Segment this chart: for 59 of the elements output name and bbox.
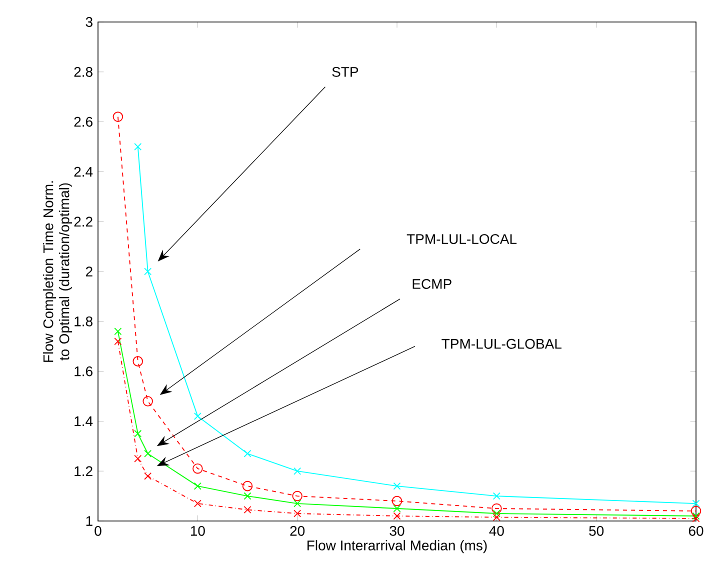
x-tick-label: 60 xyxy=(688,526,704,536)
point xyxy=(692,500,700,508)
y-tick-label: 2.8 xyxy=(74,66,92,77)
point xyxy=(112,112,124,122)
x-tick-label: 30 xyxy=(390,526,404,536)
x-tick-label: 10 xyxy=(190,526,205,536)
point xyxy=(244,450,252,458)
point xyxy=(132,356,144,366)
point xyxy=(292,490,302,502)
point xyxy=(144,472,152,480)
y-tick-label: 1.6 xyxy=(74,366,92,376)
y-tick-label: 1.4 xyxy=(74,416,93,426)
point xyxy=(142,396,153,406)
y-tick-label: 3 xyxy=(86,17,92,27)
y-axis-title: Flow Completion Time Norm. to Optimal (duration/optimal) xyxy=(42,181,72,362)
point xyxy=(144,268,152,276)
y-tick-label: 2 xyxy=(86,266,92,276)
point xyxy=(690,506,702,516)
y-tick-label: 1.8 xyxy=(74,316,92,326)
x-tick-label: 20 xyxy=(290,526,305,536)
point xyxy=(393,512,401,520)
point xyxy=(192,463,203,474)
point xyxy=(194,500,202,508)
y-tick-label: 1 xyxy=(86,516,92,526)
x-tick-label: 40 xyxy=(489,526,504,536)
point xyxy=(294,500,302,508)
y-tick-label: 2.4 xyxy=(74,166,93,177)
point xyxy=(492,492,500,500)
annotation: TPM-LUL-GLOBAL xyxy=(442,338,562,349)
point xyxy=(194,412,202,420)
point xyxy=(492,503,502,514)
point xyxy=(134,454,142,462)
point xyxy=(492,513,500,522)
x-tick-label: 0 xyxy=(94,526,102,536)
point xyxy=(294,510,302,518)
point xyxy=(114,338,122,346)
point xyxy=(393,504,401,512)
point xyxy=(492,510,500,518)
point xyxy=(114,328,122,336)
y-tick-label: 2.6 xyxy=(74,116,92,127)
point xyxy=(134,430,142,438)
y-tick-label: 1.2 xyxy=(74,466,92,476)
annotation: TPM-LUL-LOCAL xyxy=(406,234,517,244)
point xyxy=(134,142,142,151)
point xyxy=(244,506,252,514)
x-axis-title: Flow Interarrival Median (ms) xyxy=(308,540,487,554)
point xyxy=(194,482,202,490)
point xyxy=(144,450,152,458)
y-tick-label: 2.2 xyxy=(74,216,92,226)
point xyxy=(393,482,401,490)
annotation: STP xyxy=(332,66,358,77)
point xyxy=(242,480,253,492)
point xyxy=(392,496,402,506)
point xyxy=(244,492,252,500)
annotation: ECMP xyxy=(412,279,452,289)
x-tick-label: 50 xyxy=(589,526,604,536)
point xyxy=(692,512,700,520)
point xyxy=(692,514,700,522)
point xyxy=(294,467,302,475)
